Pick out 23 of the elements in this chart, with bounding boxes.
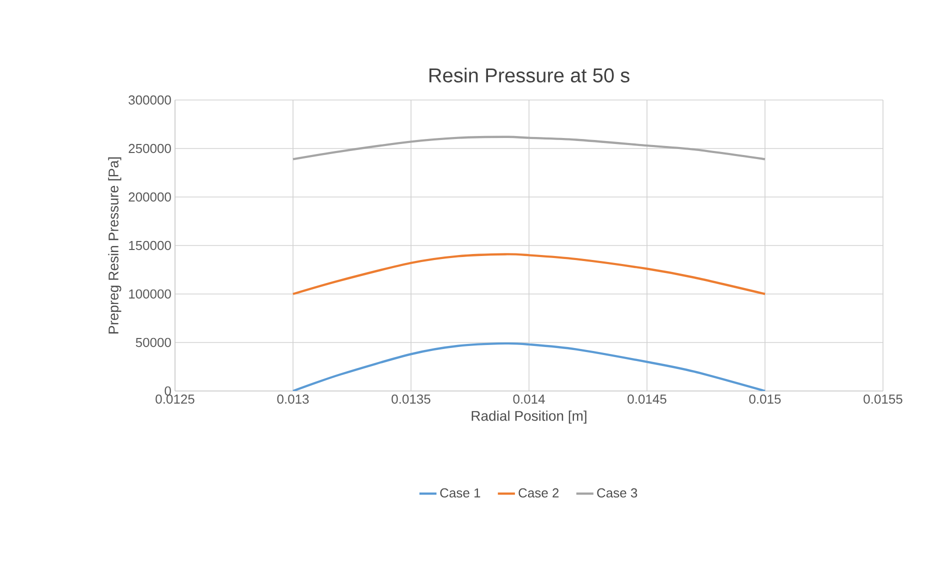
x-tick-label: 0.013	[277, 394, 309, 404]
legend-label: Case 3	[597, 488, 638, 498]
chart-title: Resin Pressure at 50 s	[429, 68, 630, 82]
y-tick-label: 100000	[129, 289, 171, 299]
legend-label: Case 1	[440, 488, 480, 498]
x-tick-label: 0.0125	[156, 394, 194, 404]
x-tick-label: 0.0155	[864, 394, 902, 404]
y-tick-label: 250000	[128, 144, 171, 154]
y-axis-title: Prepreg Resin Pressure [Pa]	[108, 157, 122, 334]
x-tick-label: 0.014	[513, 394, 545, 404]
line-series	[292, 253, 766, 296]
y-tick-label: 0	[164, 386, 171, 396]
y-tick-label: 150000	[129, 240, 171, 250]
line-series	[292, 136, 766, 160]
x-axis-title: Radial Position [m]	[472, 410, 586, 424]
y-tick-label: 300000	[128, 95, 171, 105]
x-tick-label: 0.015	[749, 394, 781, 404]
x-tick-label: 0.0135	[392, 394, 430, 404]
y-tick-label: 200000	[128, 192, 171, 202]
line-series	[292, 342, 766, 391]
legend-label: Case 2	[518, 488, 559, 498]
y-tick-label: 50000	[136, 338, 171, 348]
x-tick-label: 0.0145	[628, 394, 666, 404]
